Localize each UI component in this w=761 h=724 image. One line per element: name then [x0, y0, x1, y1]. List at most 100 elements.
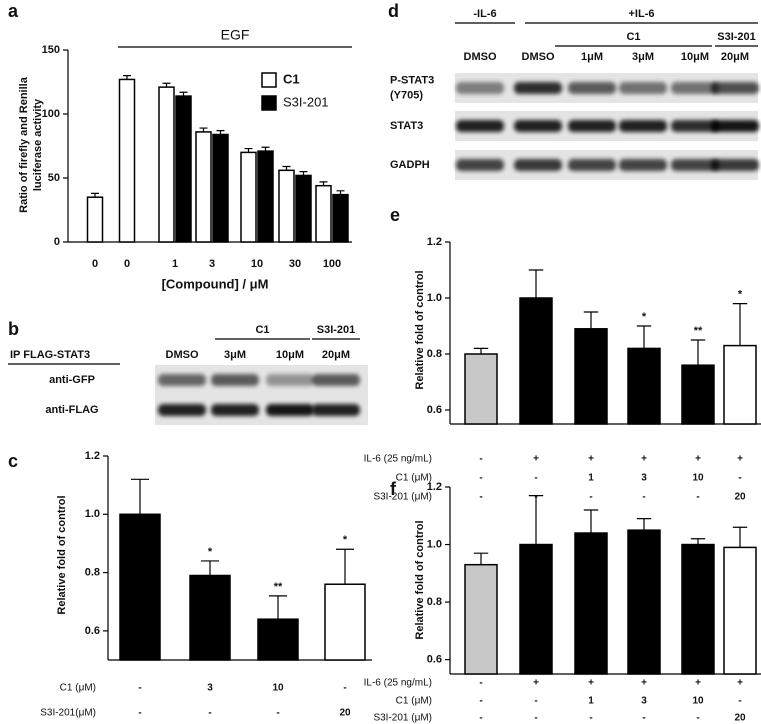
blot-band: [312, 374, 360, 386]
condition-value: -: [738, 696, 741, 707]
blot-band: [266, 374, 314, 386]
blot-band: [671, 82, 719, 94]
y-tick-label: 0.8: [427, 348, 442, 360]
blot-band: [671, 120, 719, 132]
bar: [118, 78, 136, 243]
condition-value: -: [479, 492, 482, 503]
x-tick-label: 3: [209, 258, 215, 270]
significance: **: [274, 581, 283, 593]
error-bar: [282, 165, 291, 171]
significance: *: [343, 534, 348, 546]
condition-value: -: [343, 683, 346, 694]
condition-value: -: [534, 473, 537, 484]
condition-value: -: [696, 713, 699, 724]
error-bar: [732, 526, 748, 548]
blot-band: [158, 374, 206, 386]
blot-band: [619, 82, 667, 94]
condition-label: S3I-201(μM): [40, 708, 96, 719]
condition-value: -: [479, 713, 482, 724]
y-tick-label: 1.2: [427, 481, 442, 493]
group-label: C1: [626, 31, 640, 43]
condition-value: 3: [207, 683, 213, 694]
bar: [119, 513, 161, 661]
legend-swatch: [261, 72, 277, 88]
condition-value: +: [695, 678, 701, 689]
condition-value: -: [534, 696, 537, 707]
condition-label: IL-6 (25 ng/mL): [364, 678, 432, 689]
bar: [175, 95, 192, 243]
error-bar: [162, 82, 171, 88]
error-bar: [528, 269, 544, 298]
error-bar: [732, 303, 748, 346]
condition-value: 3: [641, 696, 647, 707]
panel-letter: a: [8, 1, 19, 21]
y-tick-label: 0.6: [427, 654, 442, 666]
legend-label: C1: [283, 71, 300, 86]
condition-value: -: [696, 492, 699, 503]
condition-value: -: [589, 713, 592, 724]
bar: [295, 174, 312, 243]
x-tick-label: 1: [172, 258, 178, 270]
panel-letter: c: [8, 451, 18, 471]
condition-value: -: [534, 713, 537, 724]
condition-value: -: [642, 492, 645, 503]
blot-band: [456, 159, 504, 171]
bar: [519, 543, 553, 675]
column-label: 3μM: [632, 51, 654, 63]
row-label: STAT3: [390, 120, 423, 132]
condition-label: IL-6 (25 ng/mL): [364, 454, 432, 465]
y-tick-label: 0: [54, 236, 60, 248]
bar: [195, 131, 212, 243]
condition-label: S3I-201 (μM): [373, 492, 432, 503]
condition-value: -: [479, 678, 482, 689]
bar: [315, 184, 332, 243]
bar: [212, 133, 229, 243]
condition-value: -: [738, 473, 741, 484]
blot-band: [312, 404, 360, 416]
blot-band: [211, 404, 259, 416]
column-label: DMSO: [522, 51, 555, 63]
bar: [158, 86, 175, 243]
condition-value: +: [533, 678, 539, 689]
condition-value: 10: [692, 473, 704, 484]
blot-band: [158, 404, 206, 416]
bar: [240, 151, 257, 243]
blot-band: [514, 82, 562, 94]
error-bar: [261, 146, 270, 152]
y-axis-label: Relative fold of control: [414, 270, 426, 389]
blot-band: [619, 120, 667, 132]
row-label: anti-GFP: [49, 374, 95, 386]
bar: [257, 618, 299, 661]
condition-value: -: [589, 492, 592, 503]
condition-value: 1: [588, 696, 594, 707]
error-bar: [131, 478, 149, 515]
legend-swatch: [261, 95, 277, 111]
error-bar: [690, 538, 706, 545]
bar: [86, 196, 104, 243]
blot-band: [211, 374, 259, 386]
error-bar: [244, 147, 253, 153]
condition-value: 3: [641, 473, 647, 484]
condition-value: +: [588, 678, 594, 689]
bar: [574, 328, 608, 425]
blot-band: [568, 82, 616, 94]
legend-label: S3I-201: [283, 94, 329, 109]
condition-value: -: [479, 696, 482, 707]
column-label: 1μM: [581, 51, 603, 63]
condition-value: -: [479, 454, 482, 465]
error-bar: [336, 190, 345, 195]
blot-band: [568, 120, 616, 132]
group-label: S3I-201: [717, 31, 756, 43]
error-bar: [528, 495, 544, 545]
y-tick-label: 0.6: [427, 404, 442, 416]
group-label: +IL-6: [629, 8, 655, 20]
blot-band: [671, 159, 719, 171]
blot-band: [711, 82, 759, 94]
condition-value: -: [208, 708, 211, 719]
significance: *: [208, 546, 213, 558]
condition-value: 20: [734, 492, 746, 503]
error-bar: [319, 181, 328, 186]
row-label: anti-FLAG: [45, 404, 98, 416]
column-label: 20μM: [721, 51, 749, 63]
condition-value: -: [479, 473, 482, 484]
